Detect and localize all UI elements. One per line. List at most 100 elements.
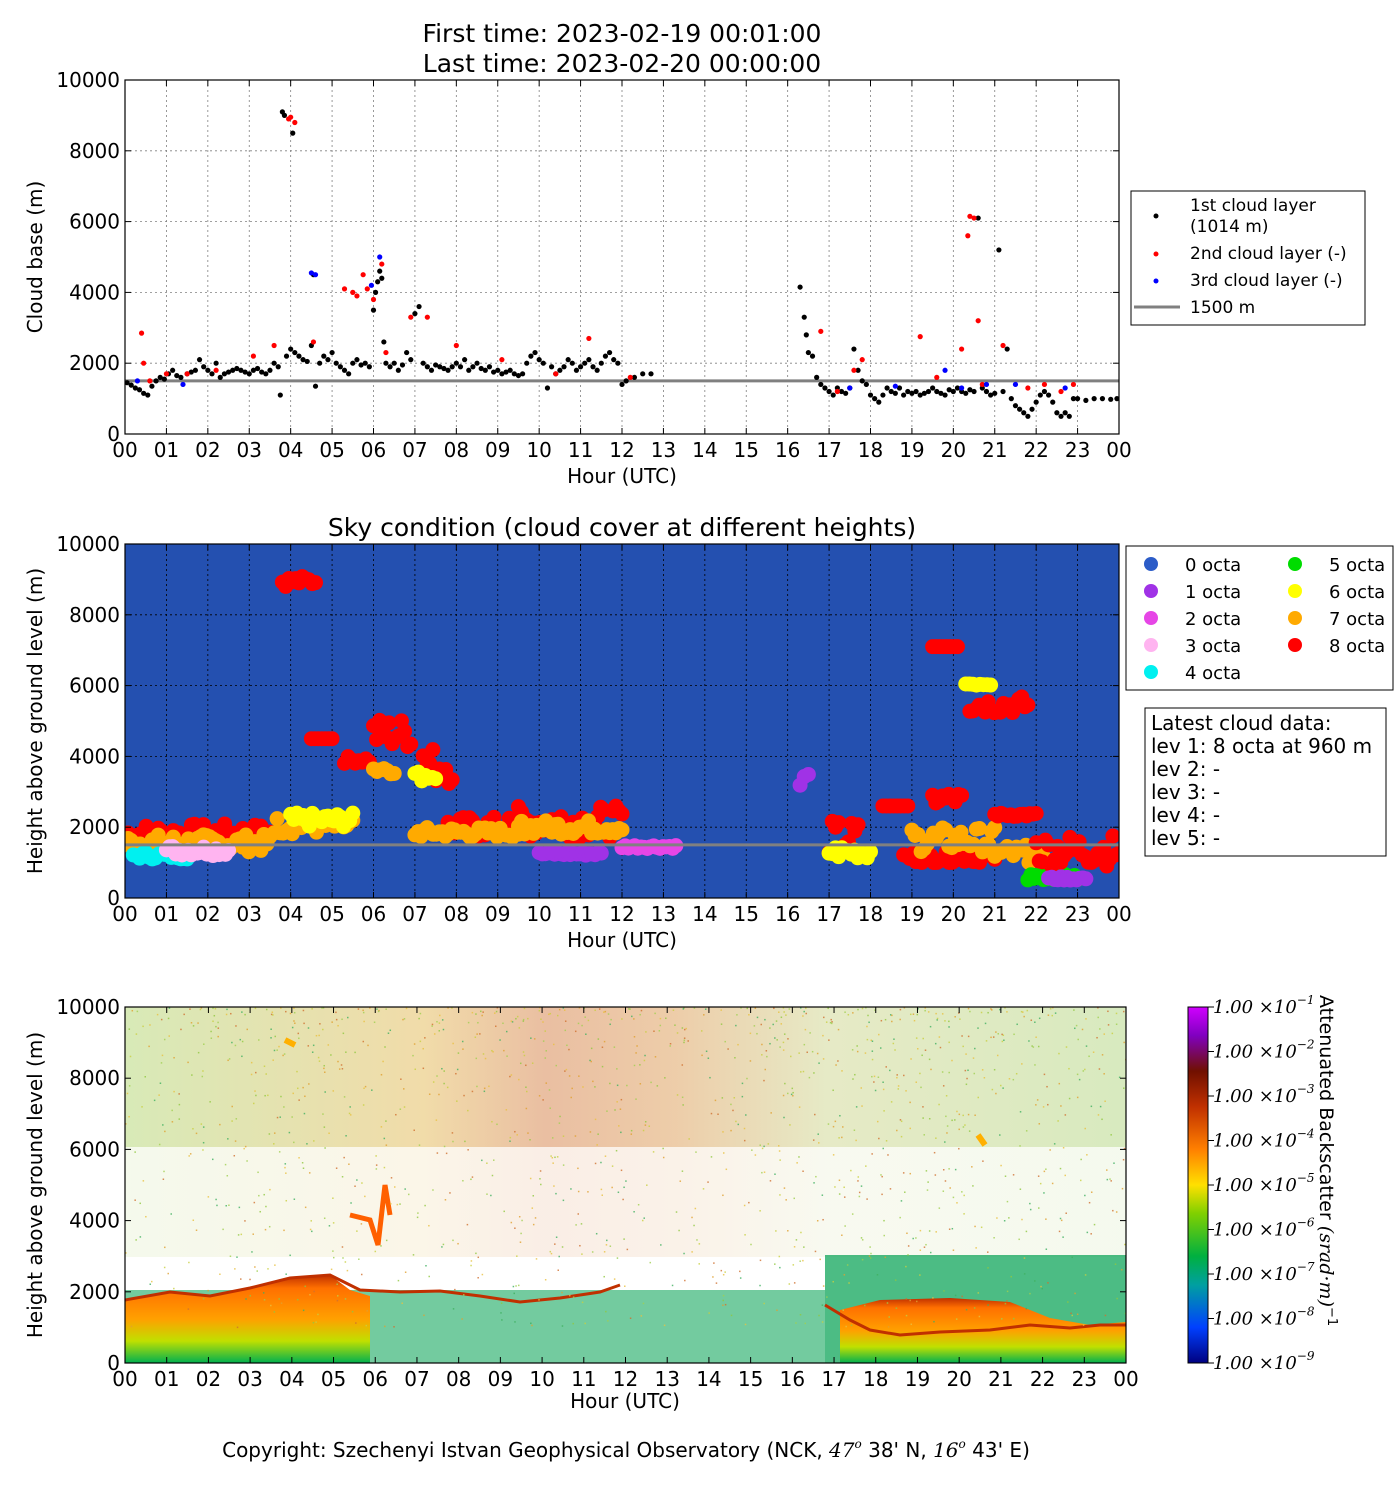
legend-octa-7-marker — [1288, 611, 1302, 625]
speckle — [475, 1057, 478, 1060]
middle-noise-band — [125, 1147, 1126, 1257]
first-time-title: First time: 2023-02-19 00:01:00 — [423, 19, 822, 48]
speckle — [967, 1035, 970, 1038]
speckle — [192, 1219, 195, 1222]
speckle — [282, 1054, 284, 1057]
speckle — [941, 1071, 944, 1073]
speckle — [178, 1103, 181, 1106]
speckle — [246, 1160, 248, 1162]
speckle — [1079, 1179, 1082, 1182]
speckle — [997, 1033, 999, 1035]
speckle — [318, 1060, 321, 1062]
speckle — [826, 1296, 828, 1298]
second-layer-point — [1025, 385, 1031, 391]
speckle — [1026, 1009, 1029, 1012]
speckle — [876, 1120, 879, 1123]
third-layer-point — [983, 381, 990, 388]
speckle — [308, 1172, 311, 1174]
speckle — [216, 1204, 218, 1207]
speckle — [977, 1027, 979, 1029]
speckle — [542, 1021, 544, 1023]
second-layer-point — [553, 371, 559, 377]
speckle — [587, 1019, 590, 1022]
speckle — [848, 1282, 850, 1284]
speckle — [934, 1174, 937, 1176]
first-layer-point — [1000, 388, 1006, 395]
octa-1-point — [800, 766, 816, 782]
speckle — [615, 1149, 618, 1152]
speckle — [1073, 1009, 1075, 1011]
speckle — [134, 1151, 136, 1153]
speckle — [766, 1055, 768, 1058]
speckle — [246, 1028, 249, 1031]
speckle — [544, 1057, 547, 1059]
sky-condition-xtick-label: 00 — [1106, 902, 1131, 926]
speckle — [818, 1142, 820, 1144]
speckle — [798, 1156, 800, 1158]
speckle — [698, 1243, 701, 1245]
speckle — [751, 1149, 753, 1151]
speckle — [844, 1011, 846, 1013]
speckle — [278, 1151, 281, 1153]
speckle — [919, 1274, 921, 1276]
speckle — [909, 1127, 911, 1130]
speckle — [658, 1030, 661, 1032]
speckle — [893, 1038, 895, 1040]
speckle — [763, 1145, 765, 1148]
first-layer-point — [217, 374, 223, 380]
speckle — [312, 1321, 315, 1324]
speckle — [257, 1171, 259, 1174]
speckle — [130, 1325, 133, 1328]
speckle — [168, 1035, 170, 1037]
second-layer-point — [967, 213, 973, 219]
speckle — [340, 1064, 343, 1066]
first-layer-point — [321, 353, 327, 359]
second-layer-point — [859, 357, 865, 363]
speckle — [443, 1082, 445, 1085]
speckle — [724, 1271, 726, 1273]
sky-condition-ylabel: Height above ground level (m) — [23, 568, 47, 874]
speckle — [838, 1193, 841, 1195]
speckle — [965, 1083, 968, 1086]
speckle — [313, 1140, 315, 1142]
speckle — [436, 1020, 438, 1023]
speckle — [1121, 1187, 1124, 1190]
speckle — [773, 1007, 775, 1010]
speckle — [698, 1263, 700, 1265]
speckle — [779, 1194, 781, 1196]
speckle — [452, 1308, 455, 1310]
first-layer-point — [271, 360, 277, 366]
speckle — [394, 1186, 396, 1188]
speckle — [740, 1007, 742, 1009]
third-layer-point — [1012, 381, 1019, 388]
speckle — [335, 1018, 338, 1021]
speckle — [620, 1131, 622, 1134]
sky-condition-panel: Sky condition (cloud cover at different … — [23, 513, 1394, 952]
speckle — [419, 1040, 422, 1043]
backscatter-xtick-label: 07 — [404, 1367, 429, 1391]
speckle — [958, 1128, 960, 1131]
speckle — [173, 1287, 175, 1290]
last-time-title: Last time: 2023-02-20 00:00:00 — [423, 49, 821, 78]
speckle — [861, 1258, 864, 1261]
speckle — [659, 1017, 662, 1020]
speckle — [954, 1168, 957, 1171]
speckle — [178, 1118, 181, 1120]
first-layer-point — [913, 388, 919, 395]
first-layer-point — [1041, 388, 1048, 395]
speckle — [1121, 1268, 1123, 1271]
speckle — [944, 1141, 946, 1143]
speckle — [425, 1265, 427, 1267]
speckle — [905, 1090, 907, 1092]
speckle — [228, 1058, 231, 1060]
speckle — [222, 1228, 224, 1231]
speckle — [397, 1279, 400, 1282]
speckle — [948, 1020, 950, 1023]
latest-cloud-title: Latest cloud data: — [1151, 711, 1331, 735]
octa-7-point — [987, 820, 1003, 836]
speckle — [720, 1023, 723, 1025]
speckle — [126, 1092, 129, 1095]
speckle — [456, 1068, 459, 1071]
speckle — [235, 1118, 238, 1120]
octa-7-point — [614, 822, 630, 838]
